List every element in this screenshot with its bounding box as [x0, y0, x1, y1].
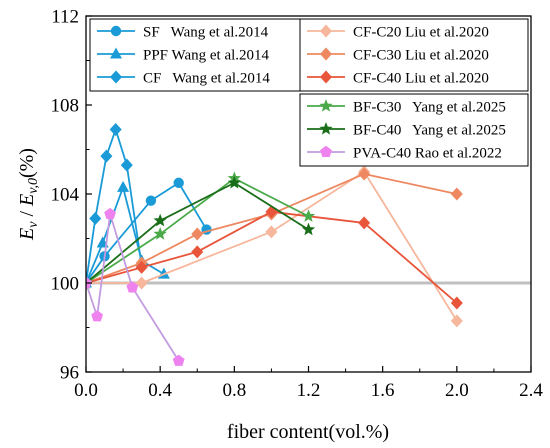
- y-axis-title-unit: (%): [16, 148, 38, 178]
- data-point: [301, 209, 316, 222]
- data-point: [450, 296, 463, 310]
- legend-label: SF Wang et al.2014: [143, 25, 269, 41]
- data-point: [153, 227, 167, 240]
- legend-label: PPF Wang et al.2014: [143, 48, 270, 64]
- legend-middle-right: BF-C30 Yang et al.2025 BF-C40 Yang et al.…: [299, 93, 529, 167]
- series-line: [86, 128, 143, 284]
- y-axis-title-main: E: [16, 228, 38, 241]
- y-tick-label: 96: [60, 363, 79, 384]
- data-point: [265, 225, 278, 239]
- data-point: [104, 207, 116, 220]
- data-point: [109, 122, 122, 136]
- data-point: [191, 245, 204, 259]
- legend-label: CF-C20 Liu et al.2020: [353, 25, 489, 41]
- data-point: [358, 167, 371, 181]
- data-point: [135, 276, 148, 290]
- data-point: [89, 211, 102, 225]
- legend-marker: [320, 70, 332, 84]
- y-tick-label: 100: [51, 274, 80, 295]
- data-point: [145, 195, 157, 206]
- data-point: [135, 260, 148, 274]
- y-tick-label: 108: [51, 96, 80, 117]
- y-axis-title-sub2: v,0: [26, 178, 41, 194]
- x-tick-label: 1.2: [297, 380, 321, 401]
- data-point: [450, 187, 463, 201]
- data-point: [227, 175, 241, 189]
- legend-marker: [110, 70, 122, 84]
- data-point: [153, 213, 167, 227]
- y-axis-title-sub1: v: [26, 221, 41, 228]
- legend-marker: [320, 24, 332, 38]
- data-point: [172, 354, 185, 366]
- data-point: [191, 227, 204, 241]
- legend-marker: [110, 25, 122, 37]
- series-layer: [86, 122, 463, 366]
- data-point: [301, 222, 316, 236]
- series-line: [86, 181, 309, 284]
- data-point: [91, 310, 104, 322]
- x-tick-label: 0.8: [222, 380, 246, 401]
- y-axis-title: Ev / Ev,0(%): [16, 148, 41, 241]
- data-point: [117, 180, 130, 192]
- data-point: [358, 216, 371, 230]
- series-line: [86, 210, 458, 304]
- series-line: [86, 173, 458, 284]
- y-tick-label: 112: [51, 7, 79, 28]
- data-point: [173, 177, 184, 189]
- x-tick-label: 0.4: [148, 380, 172, 401]
- y-tick-label: 104: [51, 185, 80, 206]
- legend-label: CF-C40 Liu et al.2020: [353, 71, 489, 87]
- data-point: [126, 281, 139, 293]
- x-tick-label: 2.4: [519, 380, 543, 401]
- legend-marker: [319, 122, 333, 135]
- legend-label: CF Wang et al.2014: [143, 71, 270, 87]
- data-point: [100, 149, 113, 163]
- data-point: [120, 158, 133, 172]
- legend-marker: [319, 99, 333, 112]
- legend-top-left: SF Wang et al.2014 PPF Wang et al.2014 CF …: [89, 18, 301, 92]
- legend-layer: SF Wang et al.2014 PPF Wang et al.2014 CF …: [89, 18, 529, 167]
- x-tick-label: 2.0: [445, 380, 469, 401]
- y-axis-title-mid: /: [16, 206, 38, 222]
- series-6: [86, 205, 463, 310]
- legend-marker: [110, 47, 122, 59]
- legend-label: PVA-C40 Rao et al.2022: [353, 146, 502, 162]
- legend-top-right: CF-C20 Liu et al.2020 CF-C30 Liu et al.20…: [299, 18, 529, 92]
- x-axis-title: fiber content(vol.%): [227, 421, 389, 443]
- axis-layer: 0.0 0.4 0.8 1.2 1.6 2.0 2.4 96 100 104 108 112: [51, 7, 544, 402]
- series-9: [86, 207, 185, 366]
- x-tick-label: 1.6: [371, 380, 395, 401]
- legend-label: BF-C40 Yang et al.2025: [353, 123, 506, 139]
- y-axis-title-main2: E: [16, 194, 38, 207]
- legend-marker: [320, 47, 332, 61]
- legend-label: CF-C30 Liu et al.2020: [353, 48, 489, 64]
- legend-marker: [320, 145, 332, 158]
- x-tick-label: 0.0: [74, 380, 98, 401]
- legend-label: BF-C30 Yang et al.2025: [353, 100, 506, 116]
- data-point: [450, 314, 463, 328]
